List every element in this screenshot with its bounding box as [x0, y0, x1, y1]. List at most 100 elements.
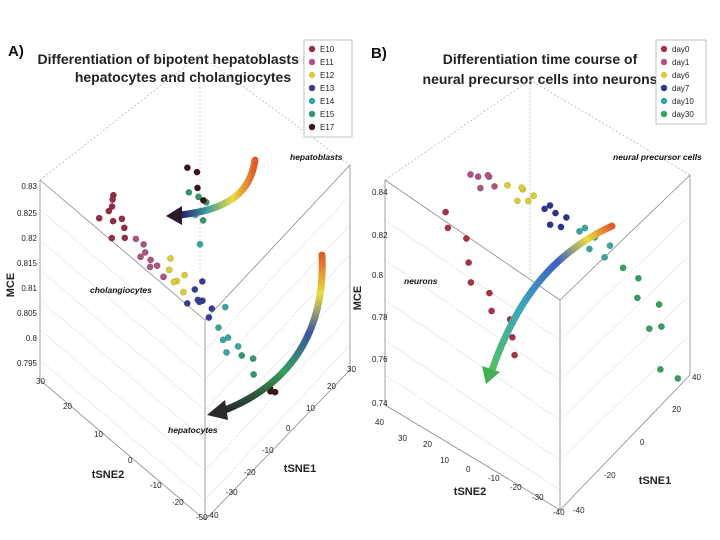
data-point-e15	[249, 355, 257, 362]
legend-label: day30	[672, 110, 694, 119]
annotation-hepatocytes: hepatocytes	[168, 425, 218, 435]
data-point-e10	[95, 214, 103, 222]
data-point-day7	[546, 202, 554, 209]
panel-a-z-ticks: 0.83 0.825 0.82 0.815 0.81 0.805 0.8 0.7…	[17, 182, 38, 368]
data-point-e11	[137, 253, 144, 261]
legend-label: E11	[320, 58, 334, 67]
legend-marker	[660, 71, 668, 79]
data-point-day1	[467, 171, 474, 178]
y-tick: 30	[36, 377, 45, 386]
data-point-e12	[179, 288, 187, 296]
panel-a: A) Differentiation of bipotent hepatobla…	[5, 39, 356, 522]
data-point-day30	[645, 325, 653, 333]
x-tick: 30	[347, 365, 356, 374]
legend-label: E13	[320, 84, 335, 93]
data-point-day30	[634, 294, 641, 302]
legend-marker	[660, 58, 668, 66]
data-point-day7	[557, 223, 565, 231]
panel-a-letter: A)	[8, 43, 24, 60]
data-point-day0	[509, 333, 516, 341]
legend-label: E12	[320, 71, 335, 80]
data-point-e13	[205, 314, 213, 321]
data-point-e11	[160, 273, 167, 281]
panel-a-axes-box	[39, 54, 351, 521]
data-point-day30	[655, 301, 663, 308]
panel-a-x-axis-title: tSNE1	[284, 463, 316, 475]
data-point-e13	[208, 305, 216, 312]
data-point-e17	[199, 196, 207, 204]
legend-marker	[660, 97, 668, 105]
x-tick: 20	[672, 405, 681, 414]
data-point-e14	[234, 342, 242, 350]
y-tick: -20	[172, 498, 184, 507]
data-point-e17	[194, 184, 201, 192]
data-point-day1	[476, 184, 484, 192]
x-tick: -40	[573, 506, 585, 515]
panel-b-title-line2: neural precursor cells into neurons	[423, 71, 658, 87]
panel-a-arrow-hepato	[207, 251, 326, 420]
y-tick: 30	[398, 434, 407, 443]
y-tick: 10	[440, 456, 449, 465]
data-point-e14	[219, 336, 227, 344]
data-point-e15	[195, 193, 202, 201]
z-tick: 0.805	[17, 309, 38, 318]
data-point-e12	[170, 278, 178, 286]
panel-b-grid	[384, 214, 691, 491]
legend-marker	[308, 45, 316, 53]
panel-b-letter: B)	[371, 45, 387, 62]
y-tick: -50	[196, 513, 208, 522]
data-point-e11	[153, 262, 161, 270]
annotation-cholangiocytes: cholangiocytes	[90, 285, 152, 295]
z-tick: 0.83	[21, 182, 37, 191]
annotation-neurons: neurons	[404, 276, 438, 286]
panel-a-x-ticks: 30 20 10 0 -10 -20 -30 -40	[207, 365, 356, 520]
panel-b-x-axis-title: tSNE1	[639, 475, 671, 487]
data-point-day0	[465, 259, 472, 266]
z-tick: 0.8	[372, 271, 384, 280]
z-tick: 0.84	[372, 188, 388, 197]
legend-marker	[660, 45, 668, 53]
panel-a-legend: E10 E11 E12 E13 E14 E15 E17	[303, 39, 353, 138]
z-tick: 0.81	[21, 284, 37, 293]
panel-a-arrow-cholangio	[166, 156, 259, 225]
z-tick: 0.76	[372, 355, 388, 364]
legend-marker	[308, 97, 316, 105]
data-point-day0	[485, 289, 493, 297]
y-tick: -30	[532, 493, 544, 502]
legend-label: day10	[672, 97, 694, 106]
data-point-e10	[120, 224, 128, 232]
y-tick: 0	[128, 456, 133, 465]
data-point-e11	[141, 248, 149, 256]
x-tick: -20	[604, 471, 616, 480]
legend-box	[655, 39, 707, 125]
data-point-e13	[198, 277, 206, 285]
data-point-day30	[658, 323, 665, 330]
panel-a-z-axis-title: MCE	[5, 273, 17, 297]
x-tick: -10	[262, 446, 274, 455]
data-point-day0	[488, 307, 495, 315]
data-point-day10	[586, 245, 593, 253]
legend-label: day6	[672, 71, 690, 80]
data-point-day10	[576, 227, 583, 235]
data-point-day10	[606, 242, 614, 250]
legend-label: E15	[320, 110, 335, 119]
panel-b-y-ticks: 40 30 20 10 0 -10 -20 -30 -40	[375, 418, 565, 517]
panel-b-y-axis-title: tSNE2	[454, 486, 486, 498]
data-point-e11	[147, 256, 155, 264]
data-point-e17	[193, 168, 201, 176]
data-point-day1	[491, 182, 498, 190]
data-point-day6	[524, 197, 532, 205]
data-point-day1	[474, 173, 482, 181]
data-point-e14	[221, 303, 229, 311]
data-point-e11	[132, 235, 140, 243]
panel-b-arrow	[482, 222, 616, 384]
data-point-day6	[518, 184, 525, 192]
legend-label: E17	[320, 123, 335, 132]
data-point-day0	[467, 279, 475, 286]
legend-label: day0	[672, 45, 690, 54]
legend-label: day7	[672, 84, 690, 93]
legend-marker	[308, 71, 316, 79]
data-point-e10	[109, 217, 117, 225]
y-tick: -40	[553, 508, 565, 517]
